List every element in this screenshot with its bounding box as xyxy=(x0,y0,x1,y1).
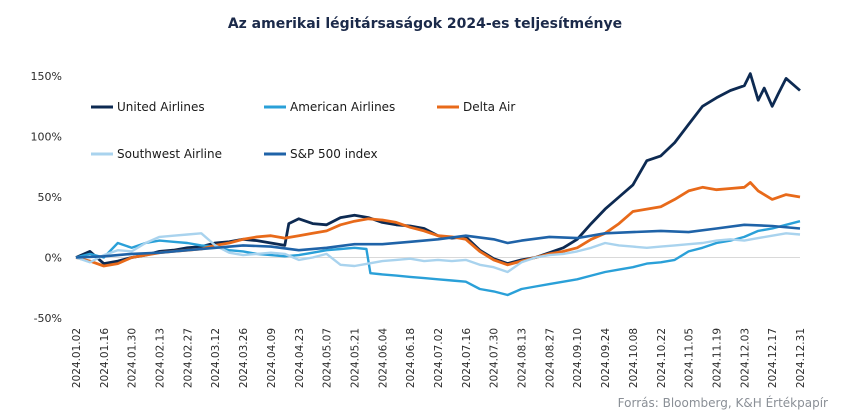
legend-label: Delta Air xyxy=(463,100,515,114)
y-tick-label: 150% xyxy=(31,70,62,83)
y-tick-label: -50% xyxy=(34,312,62,325)
series-lines xyxy=(75,72,801,297)
source-note: Forrás: Bloomberg, K&H Értékpapír xyxy=(617,396,828,410)
x-tick-label: 2024.12.31 xyxy=(795,328,807,388)
x-tick-label: 2024.12.03 xyxy=(739,328,751,388)
x-tick-label: 2024.04.09 xyxy=(266,328,278,388)
x-tick-label: 2024.02.27 xyxy=(182,328,194,388)
x-tick-label: 2024.07.16 xyxy=(461,328,473,388)
x-tick-label: 2024.01.30 xyxy=(127,328,139,388)
y-tick-label: 0% xyxy=(45,252,62,265)
series-line-southwest-airline xyxy=(75,232,801,274)
y-tick-label: 100% xyxy=(31,131,62,144)
x-tick-label: 2024.05.21 xyxy=(349,328,361,388)
x-axis: 2024.01.02 2024.01.16 2024.01.30 2024.02.13… xyxy=(71,328,807,388)
x-tick-label: 2024.03.26 xyxy=(238,328,250,388)
x-tick-label: 2024.11.05 xyxy=(684,328,696,388)
x-tick-label: 2024.08.13 xyxy=(517,328,529,388)
x-tick-label: 2024.05.07 xyxy=(322,328,334,388)
x-tick-label: 2024.03.12 xyxy=(210,328,222,388)
x-tick-label: 2024.04.23 xyxy=(294,328,306,388)
x-tick-label: 2024.10.08 xyxy=(628,328,640,388)
legend-label: S&P 500 index xyxy=(290,147,378,161)
x-tick-label: 2024.06.18 xyxy=(405,328,417,388)
x-tick-label: 2024.12.17 xyxy=(767,328,779,388)
legend-item: S&P 500 index xyxy=(264,147,378,161)
series-line-american-airlines xyxy=(75,220,801,297)
x-tick-label: 2024.07.02 xyxy=(433,328,445,388)
x-tick-label: 2024.10.22 xyxy=(656,328,668,388)
x-tick-label: 2024.02.13 xyxy=(155,328,167,388)
x-tick-label: 2024.09.24 xyxy=(600,328,612,388)
x-tick-label: 2024.06.04 xyxy=(377,328,389,388)
x-tick-label: 2024.09.10 xyxy=(572,328,584,388)
series-line-s-p-500-index xyxy=(75,223,801,259)
legend-label: American Airlines xyxy=(290,100,395,114)
x-tick-label: 2024.11.19 xyxy=(711,328,723,388)
legend-item: Delta Air xyxy=(437,100,515,114)
y-tick-label: 50% xyxy=(38,191,62,204)
chart-title: Az amerikai légitársaságok 2024-es telje… xyxy=(227,16,623,32)
series-line-delta-air xyxy=(75,181,801,268)
x-tick-label: 2024.01.16 xyxy=(99,328,111,388)
x-tick-label: 2024.08.27 xyxy=(544,328,556,388)
legend-item: United Airlines xyxy=(91,100,205,114)
x-tick-label: 2024.01.02 xyxy=(71,328,83,388)
legend: United Airlines American Airlines Delta Ai… xyxy=(91,100,515,161)
x-tick-label: 2024.07.30 xyxy=(489,328,501,388)
legend-item: American Airlines xyxy=(264,100,395,114)
legend-label: United Airlines xyxy=(117,100,205,114)
legend-label: Southwest Airline xyxy=(117,147,222,161)
legend-item: Southwest Airline xyxy=(91,147,222,161)
